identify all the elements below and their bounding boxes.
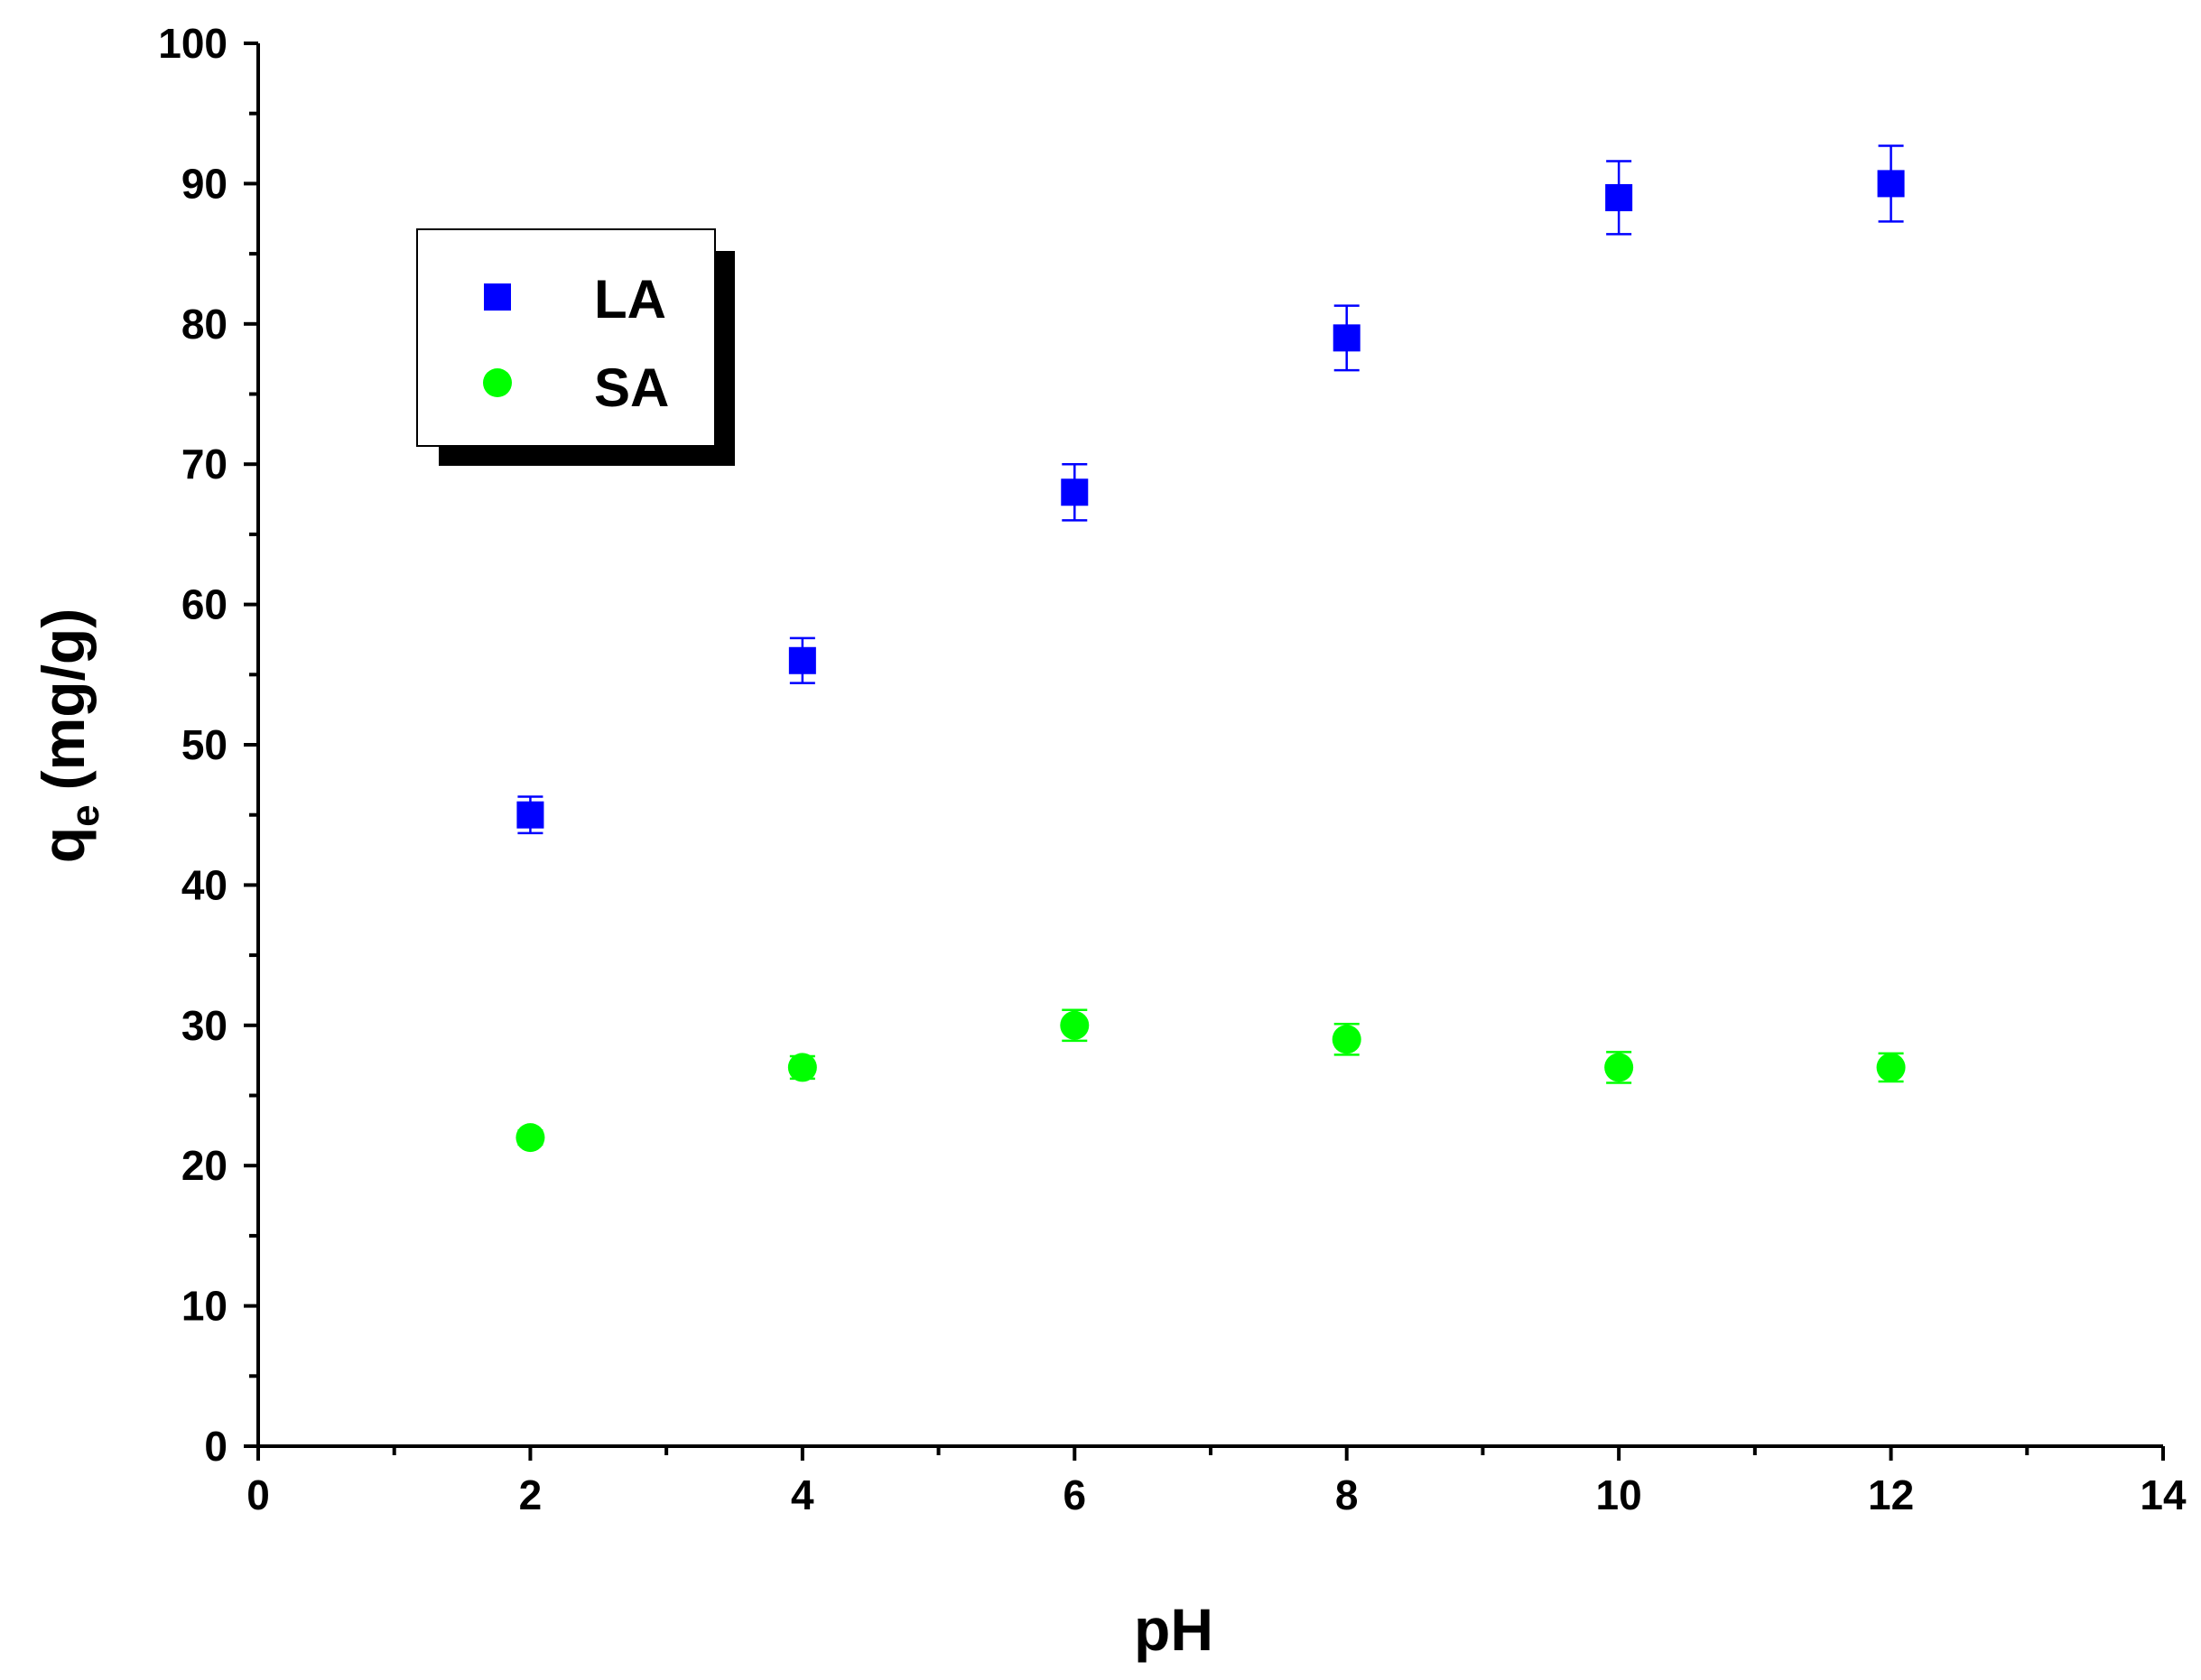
y-axis-title-main: q (30, 827, 97, 863)
y-axis-title-unit: (mg/g) (30, 608, 97, 791)
data-point (1604, 1053, 1634, 1082)
data-point (788, 646, 816, 674)
y-tick-label: 20 (181, 1142, 228, 1189)
ticks: 0 2 4 6 8 10 12 14 0 10 20 30 40 50 60 70 80 90 100 (158, 20, 2187, 1518)
series-sa (515, 1008, 1906, 1153)
data-point (1333, 324, 1361, 352)
x-tick-label: 2 (519, 1471, 543, 1518)
data-point (1061, 478, 1089, 506)
y-tick-label: 0 (204, 1423, 228, 1470)
legend-marker-la (484, 283, 511, 311)
y-tick-label: 70 (181, 441, 228, 487)
data-point (516, 801, 544, 829)
series-la (516, 144, 1905, 835)
legend-marker-sa (483, 368, 512, 397)
x-tick-label: 8 (1335, 1471, 1359, 1518)
data-point (1332, 1025, 1361, 1054)
data-point (1877, 170, 1905, 198)
data-point (1060, 1010, 1090, 1040)
svg-text:qe(mg/g): qe (mg/g) (30, 608, 107, 863)
data-series (515, 144, 1906, 1153)
y-tick-label: 80 (181, 301, 228, 348)
x-axis-title: pH (1134, 1596, 1213, 1663)
y-axis-title: qe (mg/g) (30, 608, 107, 863)
data-point (1605, 183, 1633, 211)
y-tick-label: 30 (181, 1002, 228, 1049)
x-tick-label: 14 (2140, 1471, 2187, 1518)
legend: LA SA (416, 228, 735, 466)
data-point (1876, 1053, 1906, 1082)
legend-box (416, 228, 716, 447)
data-point (787, 1053, 817, 1082)
y-tick-label: 10 (181, 1283, 228, 1330)
y-axis-title-subscript: e (63, 804, 107, 826)
y-tick-label: 40 (181, 861, 228, 908)
y-tick-label: 100 (158, 20, 228, 67)
y-tick-label: 90 (181, 160, 228, 207)
y-tick-label: 50 (181, 721, 228, 768)
y-tick-label: 60 (181, 581, 228, 628)
x-tick-label: 12 (1868, 1471, 1914, 1518)
legend-label-sa: SA (594, 357, 669, 418)
x-tick-label: 4 (791, 1471, 814, 1518)
x-tick-label: 10 (1596, 1471, 1642, 1518)
x-tick-label: 0 (246, 1471, 270, 1518)
data-point (515, 1123, 545, 1153)
x-tick-label: 6 (1063, 1471, 1086, 1518)
legend-label-la: LA (594, 269, 666, 330)
